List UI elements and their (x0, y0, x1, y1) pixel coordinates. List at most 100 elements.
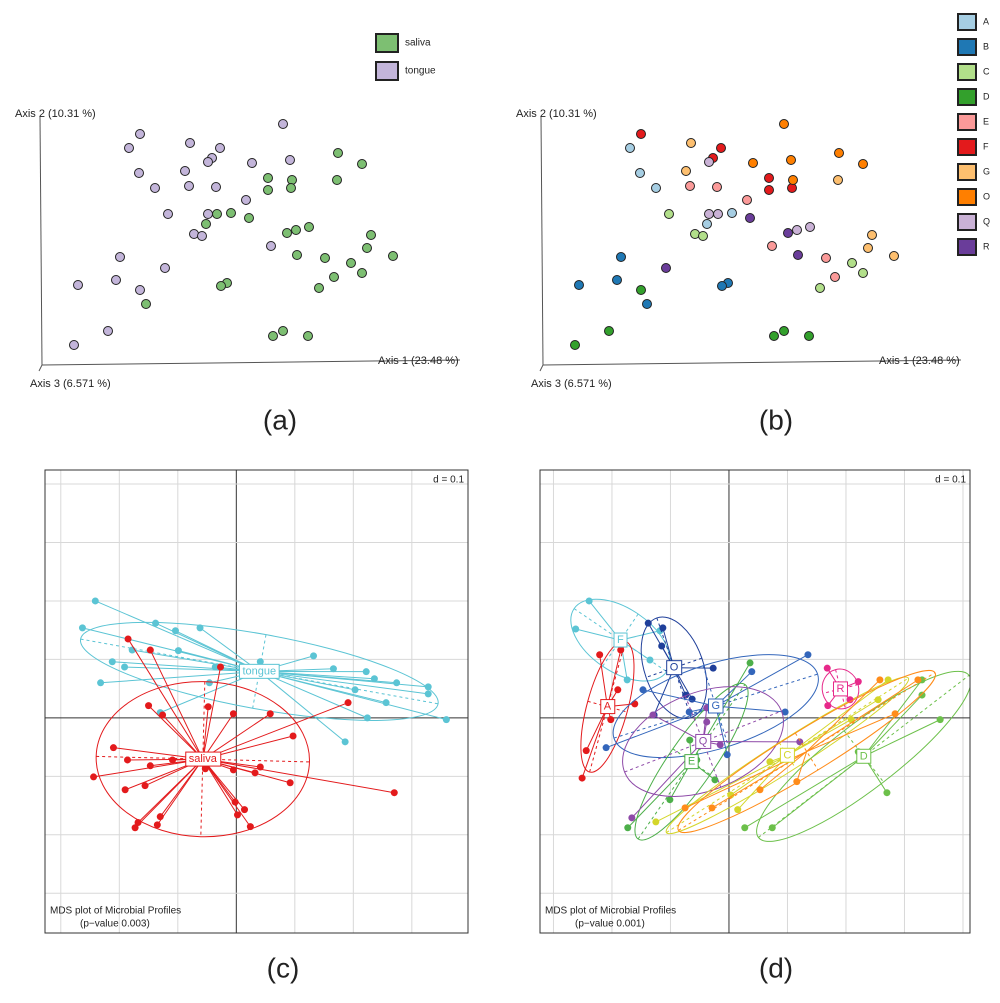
point (681, 166, 691, 176)
point (703, 718, 711, 726)
legend-label: G (983, 166, 990, 176)
point (834, 148, 844, 158)
class-label: R (832, 681, 848, 697)
point (244, 213, 254, 223)
point (769, 331, 779, 341)
point (333, 148, 343, 158)
point (205, 679, 213, 687)
point (614, 686, 622, 694)
plot-area: tongue saliva (45, 470, 468, 933)
point (282, 228, 292, 238)
point (698, 231, 708, 241)
legend-swatch (375, 61, 399, 81)
legend-label: C (983, 66, 990, 76)
spider-line (100, 670, 260, 684)
spider-line (259, 671, 346, 743)
point (201, 219, 211, 229)
point (216, 281, 226, 291)
point (585, 597, 593, 605)
point (256, 763, 264, 771)
spider-line (715, 705, 728, 755)
class-label-text: F (617, 634, 624, 646)
point (442, 716, 450, 724)
x-axis (41, 359, 461, 366)
point (623, 676, 631, 684)
point (704, 157, 714, 167)
spider-line (202, 702, 349, 760)
point (332, 175, 342, 185)
caption: MDS plot of Microbial Profiles (545, 906, 676, 917)
legend-swatch (957, 238, 977, 256)
point (146, 646, 154, 654)
point (174, 647, 182, 655)
point (278, 326, 288, 336)
class-label-box (600, 699, 616, 715)
point (742, 195, 752, 205)
point (124, 635, 132, 643)
ellipse-axis (778, 742, 796, 769)
point (652, 818, 660, 826)
point (153, 821, 161, 829)
point (748, 668, 756, 676)
point (146, 762, 154, 770)
point (69, 340, 79, 350)
spider-line (653, 667, 675, 716)
point (289, 732, 297, 740)
spider-line (715, 654, 809, 707)
point (786, 155, 796, 165)
spider-line (202, 758, 395, 794)
point (357, 159, 367, 169)
point (351, 686, 359, 694)
spider-line (581, 706, 608, 779)
spider-line (259, 670, 429, 695)
ellipse-axis (794, 732, 819, 771)
point (764, 173, 774, 183)
z-axis (539, 364, 544, 372)
x-axis-label: Axis 1 (23.48 %) (879, 355, 960, 367)
class-label-text: O (670, 662, 679, 674)
point (639, 686, 647, 694)
point (578, 774, 586, 782)
legend-label: R (983, 241, 990, 251)
point (211, 182, 221, 192)
spider-line (148, 705, 204, 760)
point (607, 716, 615, 724)
point (169, 756, 177, 764)
point (805, 222, 815, 232)
point (263, 185, 273, 195)
point (883, 789, 891, 797)
point (362, 243, 372, 253)
point (268, 331, 278, 341)
class-label-box (239, 663, 280, 679)
point (211, 663, 219, 671)
point (231, 798, 239, 806)
point (854, 678, 862, 686)
point (846, 696, 854, 704)
y-axis (540, 116, 544, 366)
point (320, 253, 330, 263)
legend-label: F (983, 141, 989, 151)
spider-line (787, 699, 879, 756)
legend-swatch (375, 33, 399, 53)
ellipse-axis (200, 681, 206, 837)
point (681, 804, 689, 812)
point (226, 208, 236, 218)
point (582, 747, 590, 755)
class-label-box (856, 748, 872, 764)
point (180, 166, 190, 176)
point (823, 664, 831, 672)
spider-line (259, 670, 429, 688)
point (212, 209, 222, 219)
point (833, 175, 843, 185)
point (649, 711, 657, 719)
point (815, 283, 825, 293)
legend-swatch (957, 163, 977, 181)
class-label-text: C (783, 749, 791, 761)
point (424, 683, 432, 691)
point (241, 806, 249, 814)
point (366, 230, 376, 240)
point (604, 326, 614, 336)
point (741, 824, 749, 832)
point (685, 181, 695, 191)
point (251, 769, 259, 777)
